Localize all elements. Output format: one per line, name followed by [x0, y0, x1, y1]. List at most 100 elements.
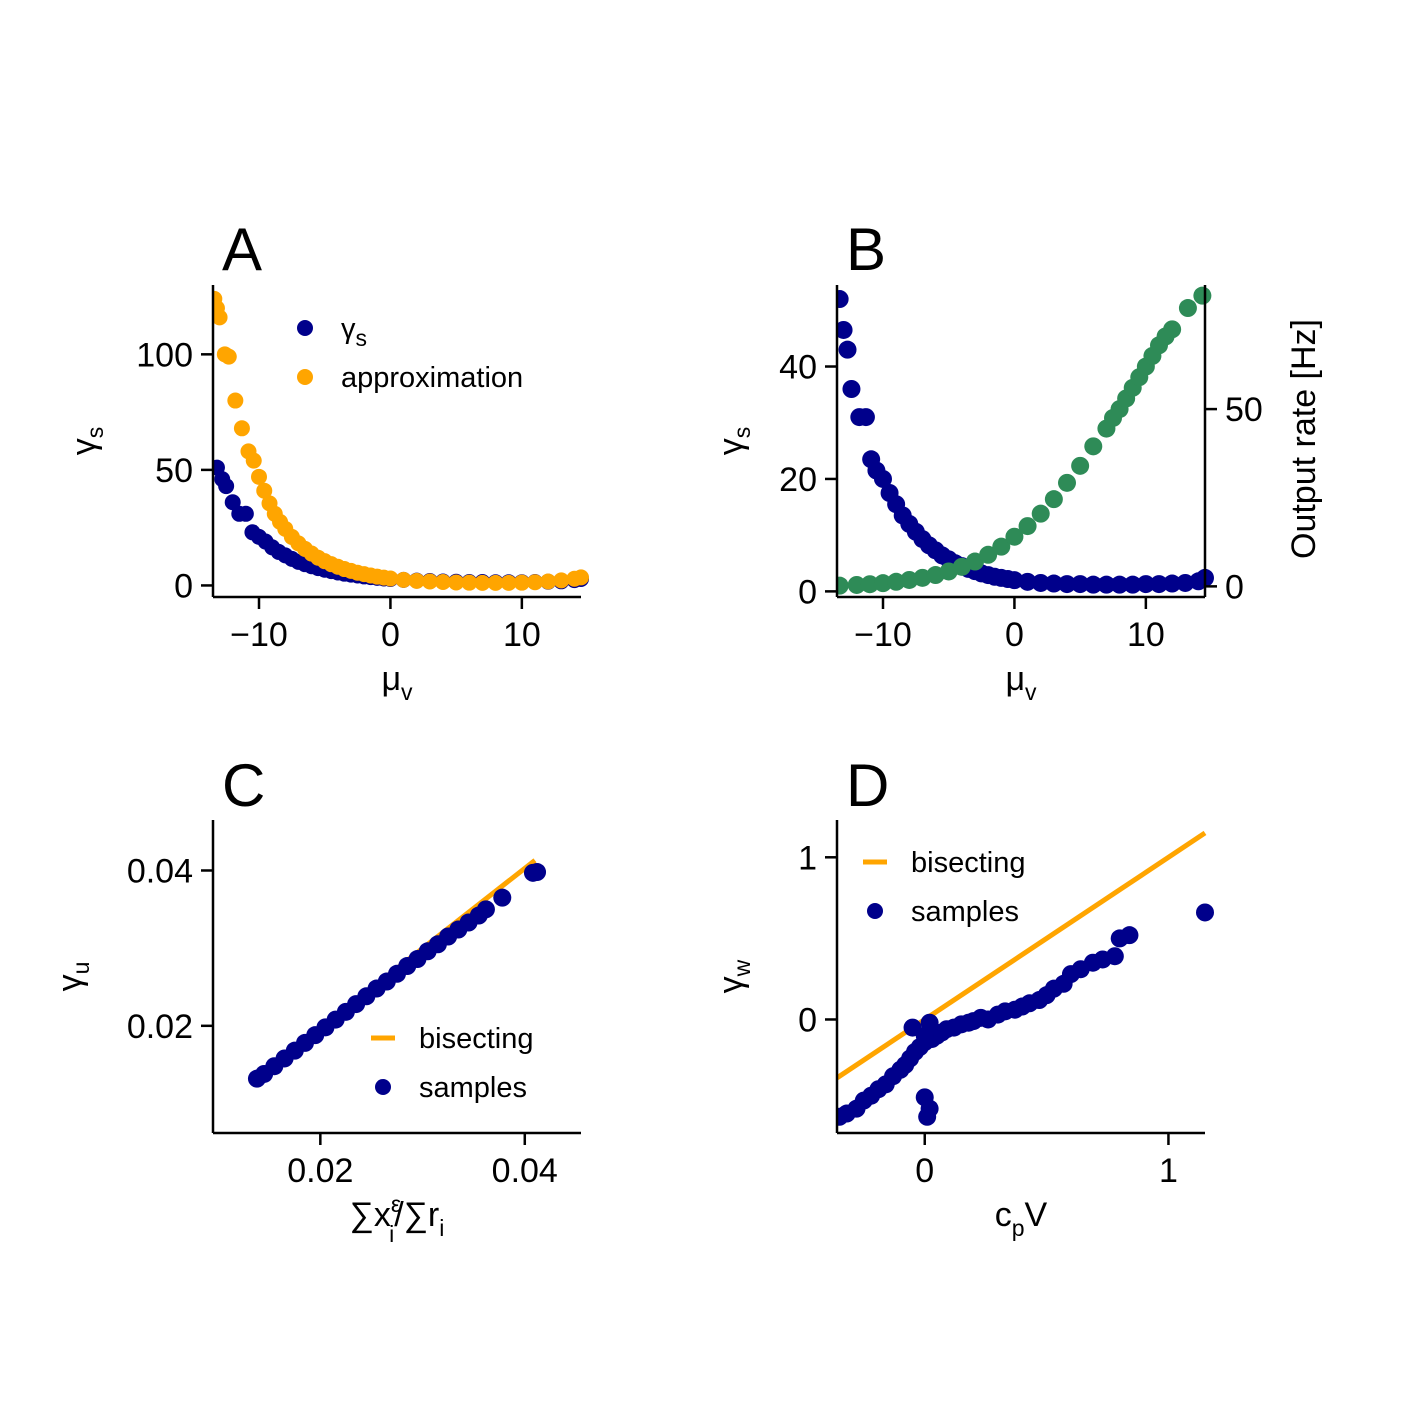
legend-label-main: samples: [419, 1072, 527, 1104]
x-label-main: μ: [1005, 660, 1025, 698]
legend-label-main: bisecting: [911, 847, 1025, 879]
y-tick-label: 40: [779, 349, 817, 387]
data-point: [435, 573, 451, 590]
data-point: [1163, 320, 1182, 339]
y-label-main: γ: [51, 974, 89, 991]
y-right-axis-label: Output rate [Hz]: [1285, 319, 1323, 559]
legend-label-main: bisecting: [419, 1023, 533, 1055]
data-point: [837, 576, 849, 595]
legend-label-main: samples: [911, 896, 1019, 928]
panel-b: B −10 0 10 0 20 40 0 50 Output rate [Hz] μv γs: [712, 216, 1323, 705]
legend: γs approximation: [297, 313, 523, 394]
data-point: [874, 469, 892, 488]
data-point: [220, 348, 237, 365]
panel-letter: D: [846, 752, 889, 819]
x-label-sub: p: [1012, 1215, 1025, 1241]
data-point: [382, 570, 399, 587]
y-axis-label: γw: [712, 959, 755, 993]
y-tick-label: 50: [155, 452, 193, 490]
x-label-main: ∑x: [350, 1196, 391, 1234]
data-point: [847, 575, 866, 594]
legend-label: samples: [419, 1072, 527, 1104]
y-tick-label: 100: [136, 336, 193, 374]
y-label-main: γ: [65, 438, 103, 455]
data-point: [395, 571, 412, 588]
data-point: [1097, 575, 1116, 594]
data-point: [1018, 517, 1037, 536]
panel-letter: C: [222, 752, 265, 819]
data-point: [860, 575, 879, 594]
x-label-sub2: i: [439, 1215, 444, 1241]
series-line-bisecting: [837, 830, 1207, 1080]
plot-area: [837, 286, 1214, 595]
y-label-main: γ: [712, 438, 750, 455]
data-point: [874, 574, 892, 593]
data-point: [1193, 286, 1212, 305]
data-point: [1176, 573, 1195, 592]
y-label-sub: s: [729, 427, 755, 439]
panel-letter: A: [222, 216, 262, 283]
data-point: [920, 1013, 939, 1032]
data-point: [1005, 571, 1024, 590]
data-point: [1084, 575, 1103, 594]
data-point: [227, 392, 244, 409]
data-point: [979, 545, 998, 564]
data-point: [500, 574, 517, 591]
x-tick-label: −10: [230, 616, 288, 654]
data-point: [573, 569, 589, 586]
data-point: [1044, 574, 1063, 593]
x-label-sub: v: [401, 679, 413, 705]
data-point: [237, 505, 254, 522]
y-right-tick-label: 0: [1225, 568, 1244, 606]
data-point: [251, 468, 267, 485]
data-point: [842, 380, 861, 398]
y-tick-label: 0: [798, 573, 817, 611]
x-tick-label: 1: [1159, 1152, 1178, 1190]
data-point: [1105, 947, 1124, 966]
data-point: [838, 340, 857, 359]
legend-label: approximation: [341, 362, 523, 394]
legend-label: γs: [341, 313, 367, 351]
legend-dot-marker: [297, 369, 313, 385]
data-point: [448, 574, 465, 591]
x-tick-label: 10: [503, 616, 541, 654]
x-tick-label: −10: [854, 616, 912, 654]
data-point: [476, 900, 495, 919]
y-axis-label: γs: [712, 427, 755, 456]
x-axis-label: μv: [1005, 660, 1037, 705]
x-label-sub: i: [389, 1221, 394, 1247]
data-point: [1058, 575, 1076, 594]
data-point: [1031, 573, 1050, 592]
y-tick-label: 0.02: [127, 1008, 193, 1046]
legend-label-main: γ: [341, 313, 356, 345]
legend-label: bisecting: [419, 1023, 533, 1055]
panel-letter: B: [846, 216, 886, 283]
data-point: [245, 452, 262, 469]
data-point: [461, 574, 478, 591]
x-tick-label: 0.04: [492, 1152, 558, 1190]
data-point: [233, 420, 250, 437]
data-point: [1071, 456, 1090, 475]
panel-c: C0.02 0.040.020.04∑xε i/∑riγubisectingsamp…: [51, 752, 581, 1247]
data-point: [1031, 504, 1050, 523]
data-point: [421, 573, 438, 590]
data-point: [1110, 575, 1129, 594]
x-label-mid: /∑r: [394, 1196, 439, 1234]
data-point: [992, 537, 1011, 556]
data-point: [1120, 926, 1139, 945]
x-tick-label: 0.02: [287, 1152, 353, 1190]
x-axis-label: μv: [381, 660, 413, 705]
plot-area: [213, 290, 589, 591]
data-point: [1071, 575, 1090, 594]
data-point: [1150, 575, 1168, 594]
data-point: [256, 482, 273, 499]
legend-label: bisecting: [911, 847, 1025, 879]
legend-dot-marker: [867, 903, 883, 919]
y-right-tick-label: 50: [1225, 391, 1263, 429]
data-point: [540, 573, 557, 590]
plot-area: [837, 830, 1214, 1126]
data-point: [1123, 575, 1142, 594]
x-tick-label: 0: [915, 1152, 934, 1190]
